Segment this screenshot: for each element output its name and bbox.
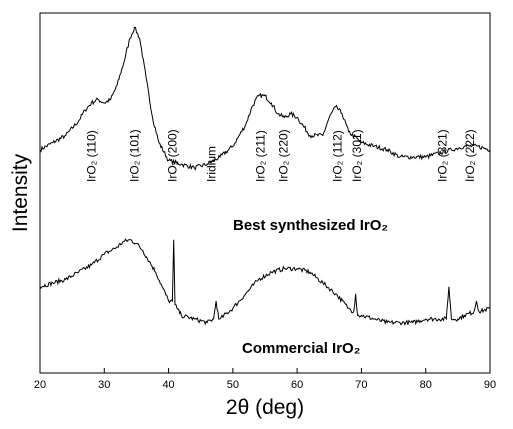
series-lines — [39, 26, 491, 326]
peak-label: IrO₂ (110) — [84, 130, 98, 182]
x-tick-label: 40 — [162, 379, 174, 391]
x-tick-label: 80 — [420, 379, 432, 391]
x-axis-ticks: 20 30 40 50 60 70 80 90 — [34, 368, 496, 391]
peak-label: IrO₂ (301) — [350, 129, 364, 182]
plot-frame — [39, 12, 491, 374]
peak-label: IrO₂ (222) — [463, 129, 477, 182]
peak-label: Iridium — [205, 146, 219, 182]
series-line-synthesized — [39, 26, 491, 171]
peak-label: IrO₂ (211) — [254, 130, 268, 182]
peak-label: IrO₂ (112) — [331, 130, 345, 182]
peak-annotations: IrO₂ (110) IrO₂ (101) IrO₂ (200) Iridium IrO… — [84, 129, 477, 182]
x-tick-label: 50 — [227, 379, 239, 391]
x-tick-label: 20 — [34, 379, 46, 391]
x-tick-label: 30 — [98, 379, 110, 391]
peak-label: IrO₂ (321) — [435, 129, 449, 182]
peak-label: IrO₂ (220) — [277, 129, 291, 182]
y-axis-label: Intensity — [9, 153, 32, 232]
peak-label: IrO₂ (101) — [128, 129, 142, 182]
x-axis-label: 2θ (deg) — [226, 396, 304, 419]
series-label-synthesized: Best synthesized IrO₂ — [233, 217, 388, 234]
peak-label: IrO₂ (200) — [165, 129, 179, 182]
x-tick-label: 70 — [355, 379, 367, 391]
x-tick-label: 60 — [291, 379, 303, 391]
series-label-commercial: Commercial IrO₂ — [242, 340, 360, 357]
x-tick-label: 90 — [484, 379, 496, 391]
series-line-commercial — [39, 238, 491, 326]
